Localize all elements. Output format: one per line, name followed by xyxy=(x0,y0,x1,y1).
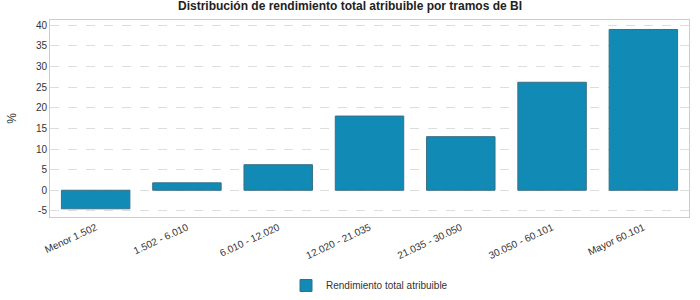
svg-text:-5: -5 xyxy=(38,205,47,216)
svg-text:25: 25 xyxy=(36,82,48,93)
svg-text:21.035 - 30.050: 21.035 - 30.050 xyxy=(396,221,465,261)
svg-text:5: 5 xyxy=(41,164,47,175)
svg-text:Mayor 60.101: Mayor 60.101 xyxy=(586,221,646,257)
svg-text:1.502 - 6.010: 1.502 - 6.010 xyxy=(132,221,190,256)
svg-text:%: % xyxy=(5,113,19,124)
svg-text:10: 10 xyxy=(36,144,48,155)
svg-text:6.010 - 12.020: 6.010 - 12.020 xyxy=(218,221,282,258)
svg-text:12.020 - 21.035: 12.020 - 21.035 xyxy=(304,221,373,261)
svg-text:Rendimiento total atribuible: Rendimiento total atribuible xyxy=(326,280,448,291)
svg-text:30.050 - 60.101: 30.050 - 60.101 xyxy=(487,221,556,261)
svg-text:30: 30 xyxy=(36,61,48,72)
svg-text:20: 20 xyxy=(36,102,48,113)
svg-text:0: 0 xyxy=(41,185,47,196)
svg-text:Menor 1.502: Menor 1.502 xyxy=(43,221,99,255)
svg-text:40: 40 xyxy=(36,20,48,31)
svg-text:35: 35 xyxy=(36,40,48,51)
svg-text:15: 15 xyxy=(36,123,48,134)
svg-text:Distribución de rendimiento to: Distribución de rendimiento total atribu… xyxy=(178,0,522,13)
